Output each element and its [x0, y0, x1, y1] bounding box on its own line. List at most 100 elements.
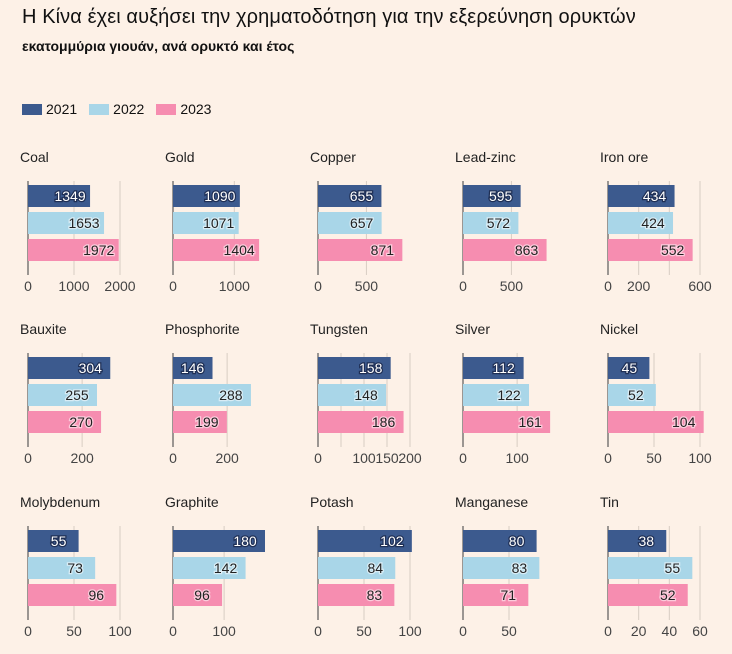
data-label-iron-ore-2022: 424: [641, 215, 665, 231]
panel-nickel: Nickel 45 52 104 0 50 100: [600, 321, 712, 466]
data-label-manganese-2022: 83: [512, 560, 528, 576]
tick-label-graphite-0: 0: [169, 623, 177, 639]
tick-label-nickel-0: 0: [604, 450, 612, 466]
bar-lead-zinc-2021: [463, 185, 521, 207]
tick-label-potash-0: 0: [314, 623, 322, 639]
tick-label-copper-500: 500: [355, 278, 379, 294]
tick-label-molybdenum-50: 50: [66, 623, 82, 639]
bar-manganese-2021: [463, 530, 537, 552]
data-label-graphite-2022: 142: [214, 560, 238, 576]
tick-label-tungsten-200: 200: [398, 450, 422, 466]
bar-coal-2023: [28, 239, 119, 261]
data-label-manganese-2021: 80: [509, 533, 525, 549]
bar-manganese-2022: [463, 557, 540, 579]
legend-swatch-2023: [156, 103, 177, 115]
bar-nickel-2023: [608, 411, 704, 433]
bar-coal-2021: [28, 185, 91, 207]
bar-nickel-2022: [608, 384, 656, 406]
tick-label-nickel-50: 50: [646, 450, 662, 466]
panel-title-bauxite: Bauxite: [20, 321, 67, 337]
tick-label-iron-ore-600: 600: [688, 278, 712, 294]
tick-label-phosphorite-200: 200: [215, 450, 239, 466]
bar-silver-2023: [463, 411, 551, 433]
tick-label-lead-zinc-500: 500: [500, 278, 524, 294]
bar-copper-2022: [318, 212, 382, 234]
data-label-molybdenum-2022: 73: [67, 560, 83, 576]
bar-manganese-2023: [463, 584, 529, 606]
data-label-tungsten-2023: 186: [372, 414, 396, 430]
bar-phosphorite-2022: [173, 384, 251, 406]
bar-copper-2021: [318, 185, 382, 207]
data-label-molybdenum-2023: 96: [89, 587, 105, 603]
data-label-phosphorite-2021: 146: [181, 360, 205, 376]
panel-title-potash: Potash: [310, 494, 354, 510]
data-label-potash-2023: 83: [367, 587, 383, 603]
tick-label-tin-60: 60: [692, 623, 708, 639]
bar-potash-2023: [318, 584, 395, 606]
bar-iron-ore-2023: [608, 239, 693, 261]
data-label-coal-2023: 1972: [83, 242, 114, 258]
tick-label-copper-0: 0: [314, 278, 322, 294]
data-label-tungsten-2022: 148: [354, 387, 378, 403]
bar-gold-2023: [173, 239, 260, 261]
data-label-phosphorite-2022: 288: [219, 387, 243, 403]
panel-title-nickel: Nickel: [600, 321, 638, 337]
legend-swatch-2022: [89, 103, 110, 115]
panel-title-silver: Silver: [455, 321, 490, 337]
bar-tungsten-2022: [318, 384, 387, 406]
panel-tungsten: Tungsten 158 148 186 0 100 150 200: [310, 321, 422, 466]
panel-title-lead-zinc: Lead-zinc: [455, 149, 516, 165]
tick-label-silver-100: 100: [505, 450, 529, 466]
legend-item-2022: 2022: [89, 101, 144, 117]
data-label-manganese-2023: 71: [501, 587, 517, 603]
data-label-phosphorite-2023: 199: [195, 414, 219, 430]
tick-label-phosphorite-0: 0: [169, 450, 177, 466]
data-label-bauxite-2021: 304: [79, 360, 103, 376]
panel-title-manganese: Manganese: [455, 494, 528, 510]
bar-potash-2022: [318, 557, 396, 579]
data-label-lead-zinc-2022: 572: [487, 215, 511, 231]
tick-label-tungsten-150: 150: [375, 450, 399, 466]
tick-label-bauxite-0: 0: [24, 450, 32, 466]
bar-graphite-2023: [173, 584, 223, 606]
legend: 2021 2022 2023: [22, 101, 223, 117]
bar-iron-ore-2021: [608, 185, 675, 207]
bar-coal-2022: [28, 212, 105, 234]
tick-label-coal-1000: 1000: [58, 278, 89, 294]
bar-gold-2022: [173, 212, 239, 234]
panel-bauxite: Bauxite 304 255 270 0 200: [20, 321, 111, 466]
data-label-gold-2023: 1404: [224, 242, 255, 258]
tick-label-graphite-100: 100: [212, 623, 236, 639]
tick-label-coal-0: 0: [24, 278, 32, 294]
panel-title-copper: Copper: [310, 149, 356, 165]
data-label-gold-2021: 1090: [204, 188, 235, 204]
tick-label-manganese-0: 0: [459, 623, 467, 639]
data-label-lead-zinc-2021: 595: [489, 188, 513, 204]
data-label-potash-2022: 84: [367, 560, 383, 576]
legend-label-2022: 2022: [113, 101, 145, 117]
data-label-bauxite-2022: 255: [65, 387, 89, 403]
tick-label-iron-ore-200: 200: [627, 278, 651, 294]
panel-title-gold: Gold: [165, 149, 195, 165]
bar-silver-2022: [463, 384, 530, 406]
data-label-tin-2021: 38: [638, 533, 654, 549]
panel-manganese: Manganese 80 83 71 0 50: [455, 494, 540, 639]
tick-label-molybdenum-0: 0: [24, 623, 32, 639]
panel-potash: Potash 102 84 83 0 50 100: [310, 494, 422, 639]
panel-title-molybdenum: Molybdenum: [20, 494, 100, 510]
legend-label-2023: 2023: [180, 101, 212, 117]
data-label-molybdenum-2021: 55: [51, 533, 67, 549]
legend-label-2021: 2021: [46, 101, 78, 117]
data-label-lead-zinc-2023: 863: [515, 242, 539, 258]
tick-label-lead-zinc-0: 0: [459, 278, 467, 294]
bar-tin-2021: [608, 530, 667, 552]
bar-graphite-2021: [173, 530, 265, 552]
legend-item-2021: 2021: [22, 101, 77, 117]
tick-label-tungsten-0: 0: [314, 450, 322, 466]
bar-bauxite-2021: [28, 357, 111, 379]
data-label-nickel-2022: 52: [628, 387, 644, 403]
data-label-silver-2023: 161: [518, 414, 542, 430]
data-label-nickel-2021: 45: [622, 360, 638, 376]
